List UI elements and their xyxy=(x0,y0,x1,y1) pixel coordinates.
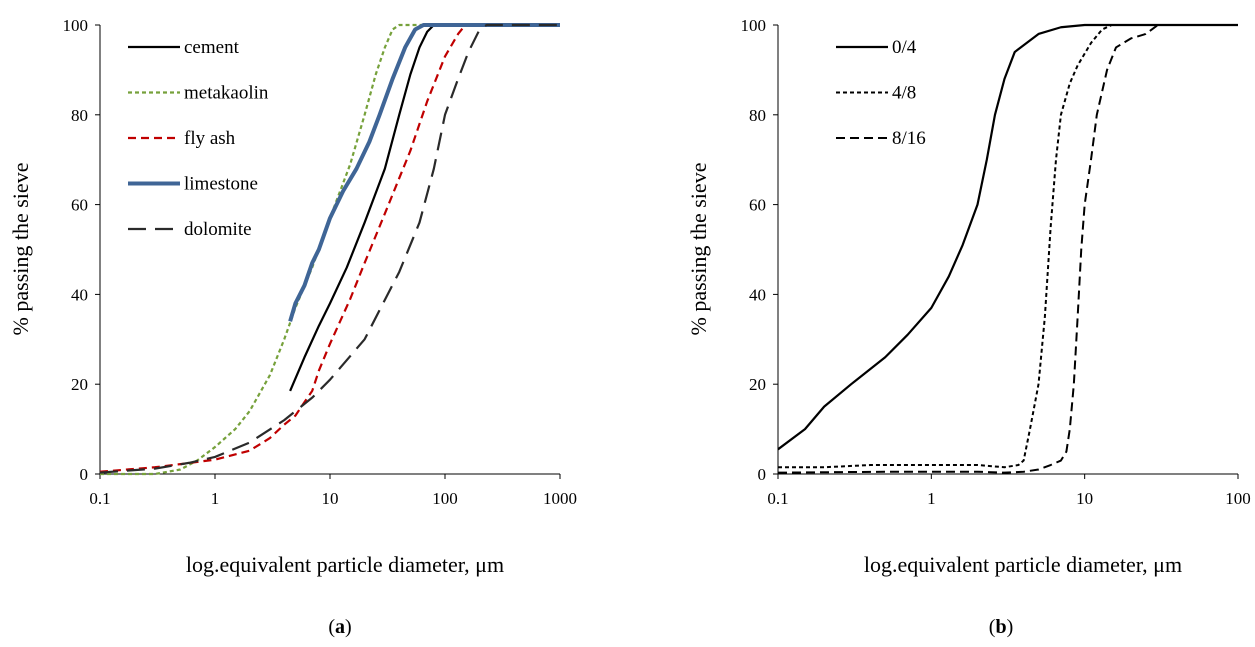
x-tick-label: 1 xyxy=(211,489,220,508)
y-axis-title-a: % passing the sieve xyxy=(8,163,33,336)
x-tick-label: 0.1 xyxy=(767,489,788,508)
legend-label: limestone xyxy=(184,174,258,195)
y-axis-title-b: % passing the sieve xyxy=(686,163,711,336)
series-line-4-8 xyxy=(778,24,1238,469)
legend-b: 0/4 4/8 8/16 xyxy=(836,37,926,149)
chart-panel-b: % passing the sieve log.equivalent parti… xyxy=(686,16,1251,638)
y-tick-label: 100 xyxy=(741,16,767,35)
y-tick-label: 100 xyxy=(63,16,89,35)
x-tick-label: 0.1 xyxy=(89,489,110,508)
series-line-metakaolin xyxy=(100,23,560,476)
panel-label-open-paren-b: ( xyxy=(989,616,996,638)
x-tick-label: 100 xyxy=(1225,489,1251,508)
series-line-0-4 xyxy=(777,23,1238,451)
legend-label: 4/8 xyxy=(892,83,916,104)
panel-label-a: (a) xyxy=(328,616,351,638)
y-tick-label: 60 xyxy=(749,196,766,215)
panel-label-open-paren-a: ( xyxy=(328,616,335,638)
panel-label-close-paren-b: ) xyxy=(1007,616,1014,638)
x-tick-label: 10 xyxy=(1076,489,1093,508)
y-tick-label: 60 xyxy=(71,196,88,215)
y-tick-label: 40 xyxy=(71,285,88,304)
legend-label: 8/16 xyxy=(892,128,926,149)
legend-a: cement metakaolin fly ash limestone dolomite xyxy=(128,37,269,240)
series-line-cement xyxy=(289,23,560,392)
legend-label: fly ash xyxy=(184,128,236,149)
y-tick-label: 80 xyxy=(71,106,88,125)
series-line-8-16 xyxy=(777,24,1238,474)
panel-label-close-paren-a: ) xyxy=(345,616,352,638)
panel-label-b: (b) xyxy=(989,616,1013,638)
chart-panel-a: % passing the sieve log.equivalent parti… xyxy=(8,16,577,638)
x-axis-title-b: log.equivalent particle diameter, μm xyxy=(864,552,1182,577)
panel-label-letter-a: a xyxy=(335,616,345,638)
x-tick-label: 10 xyxy=(322,489,339,508)
plot-area-a: 0 20 40 60 80 100 0.1 1 10 100 1000 cement metakaoli… xyxy=(63,16,578,508)
panel-label-letter-b: b xyxy=(995,616,1006,638)
y-tick-label: 0 xyxy=(80,465,89,484)
legend-label: dolomite xyxy=(184,219,252,240)
plot-area-b: 0 20 40 60 80 100 0.1 1 10 100 0/4 4/8 8/16 xyxy=(741,16,1251,508)
y-tick-label: 40 xyxy=(749,285,766,304)
legend-label: cement xyxy=(184,37,240,58)
legend-label: 0/4 xyxy=(892,37,917,58)
series-line-limestone xyxy=(288,23,560,322)
x-tick-label: 100 xyxy=(432,489,458,508)
x-tick-label: 1000 xyxy=(543,489,577,508)
x-tick-label: 1 xyxy=(927,489,936,508)
y-tick-label: 20 xyxy=(71,375,88,394)
y-tick-label: 0 xyxy=(758,465,767,484)
series-line-dolomite xyxy=(99,23,560,474)
y-tick-label: 20 xyxy=(749,375,766,394)
series-line-fly-ash xyxy=(99,23,560,473)
x-axis-title-a: log.equivalent particle diameter, μm xyxy=(186,552,504,577)
y-tick-label: 80 xyxy=(749,106,766,125)
legend-label: metakaolin xyxy=(184,83,269,104)
